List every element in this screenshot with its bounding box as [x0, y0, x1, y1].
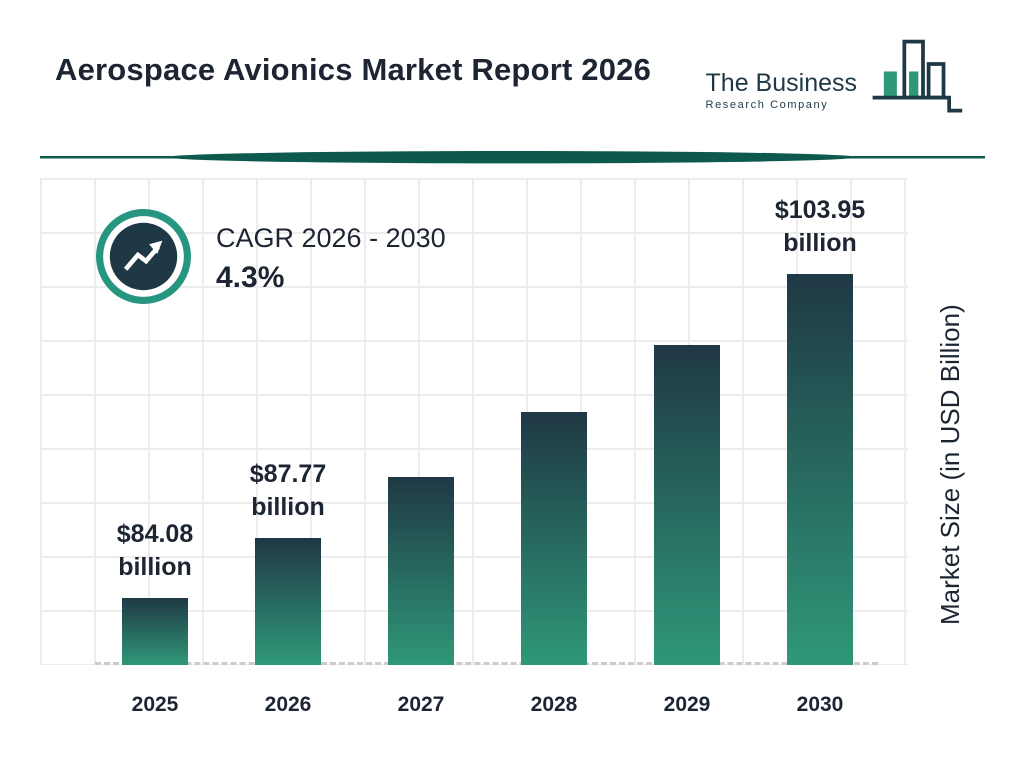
- bar-2028: [521, 412, 587, 665]
- cagr-label: CAGR 2026 - 2030: [216, 223, 446, 253]
- value-label-2025: $84.08 billion: [116, 519, 194, 582]
- bar-group-2030: $103.95 billion 2030: [765, 194, 875, 717]
- y-axis-label: Market Size (in USD Billion): [935, 304, 965, 626]
- x-tick-2030: 2030: [796, 693, 844, 716]
- x-tick-2028: 2028: [530, 693, 578, 716]
- bar-2030: [787, 274, 853, 665]
- bar-group-2027: 2027: [366, 477, 476, 716]
- logo-bars-icon: [866, 36, 966, 125]
- bar-2027: [388, 477, 454, 665]
- logo-subname: Research Company: [705, 99, 829, 111]
- cagr-value: 4.3%: [216, 261, 285, 294]
- x-tick-2026: 2026: [264, 693, 312, 716]
- bar-group-2029: 2029: [632, 345, 742, 716]
- trending-up-icon: [95, 208, 192, 310]
- divider: [40, 150, 985, 166]
- value-label-2030: $103.95 billion: [774, 195, 866, 258]
- x-tick-2025: 2025: [131, 693, 179, 716]
- x-axis-baseline: [95, 662, 878, 665]
- value-label-2026: $87.77 billion: [249, 459, 327, 522]
- bars-row: $84.08 billion 2025 $87.77 billion 2026 2027 20…: [100, 194, 875, 717]
- page-title: Aerospace Avionics Market Report 2026: [55, 52, 652, 87]
- logo-name: The Business: [705, 69, 857, 97]
- bar-2026: [255, 538, 321, 665]
- x-tick-2029: 2029: [663, 693, 711, 716]
- cagr-badge: CAGR 2026 - 2030 4.3%: [95, 208, 446, 310]
- logo-text: The Business Research Company: [706, 69, 857, 125]
- x-tick-2027: 2027: [397, 693, 445, 716]
- company-logo: The Business Research Company: [706, 36, 966, 125]
- bar-group-2026: $87.77 billion 2026: [233, 458, 343, 717]
- bar-group-2028: 2028: [499, 412, 609, 716]
- bar-group-2025: $84.08 billion 2025: [100, 518, 210, 717]
- bar-2029: [654, 345, 720, 665]
- cagr-text: CAGR 2026 - 2030 4.3%: [216, 223, 446, 295]
- bar-2025: [122, 598, 188, 665]
